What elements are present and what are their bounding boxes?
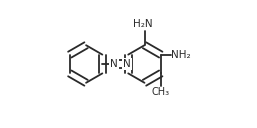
- Text: N: N: [123, 59, 131, 69]
- Text: N: N: [110, 59, 118, 69]
- Text: H₂N: H₂N: [133, 19, 153, 29]
- Text: NH₂: NH₂: [171, 50, 191, 60]
- Text: CH₃: CH₃: [152, 87, 170, 97]
